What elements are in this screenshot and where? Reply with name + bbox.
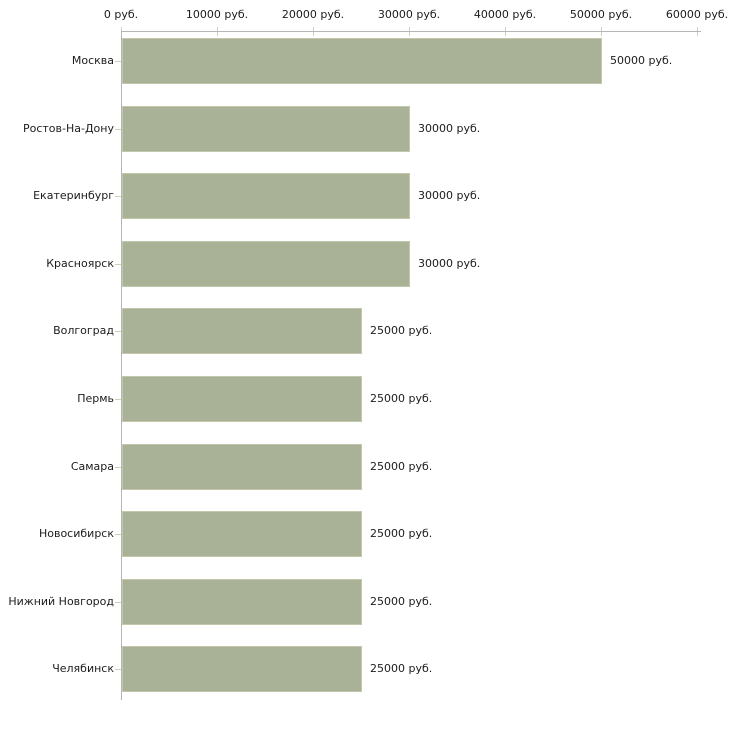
value-label: 25000 руб. [370, 594, 433, 608]
chart-row: Красноярск 30000 руб. [0, 240, 730, 287]
category-tick-mark [115, 601, 121, 603]
chart-row: Пермь 25000 руб. [0, 376, 730, 422]
x-axis-tick-label: 10000 руб. [185, 8, 249, 21]
category-label: Самара [70, 459, 114, 473]
bar [122, 38, 602, 84]
category-label: Челябинск [52, 662, 114, 676]
bar [122, 105, 410, 152]
bar [122, 308, 362, 355]
x-axis-tick-label: 30000 руб. [377, 8, 441, 21]
value-label: 25000 руб. [370, 662, 433, 676]
bar [122, 240, 410, 287]
y-axis-line [121, 31, 122, 700]
value-label: 25000 руб. [370, 324, 433, 338]
category-label: Москва [71, 54, 114, 67]
category-label: Нижний Новгород [8, 594, 114, 608]
category-label: Екатеринбург [33, 189, 114, 203]
value-label: 50000 руб. [610, 54, 673, 67]
bar [122, 443, 362, 490]
category-tick-mark [115, 669, 121, 671]
value-label: 25000 руб. [370, 527, 433, 541]
category-tick-mark [115, 128, 121, 130]
category-tick-mark [115, 263, 121, 265]
x-axis-tick-label: 40000 руб. [473, 8, 537, 21]
chart-row: Волгоград 25000 руб. [0, 308, 730, 355]
x-axis-tick-label: 50000 руб. [569, 8, 633, 21]
x-axis-tick-label: 60000 руб. [665, 8, 729, 21]
value-label: 30000 руб. [418, 189, 481, 203]
category-label: Ростов-На-Дону [22, 121, 114, 135]
category-tick-mark [115, 196, 121, 198]
value-label: 30000 руб. [418, 121, 481, 135]
chart-row: Ростов-На-Дону 30000 руб. [0, 105, 730, 152]
chart-row: Челябинск 25000 руб. [0, 646, 730, 693]
bar [122, 578, 362, 625]
category-label: Пермь [77, 392, 114, 405]
chart-row: Нижний Новгород 25000 руб. [0, 578, 730, 625]
x-axis-tick-label: 0 руб. [103, 8, 139, 21]
chart-row: Екатеринбург 30000 руб. [0, 173, 730, 220]
chart-row: Москва 50000 руб. [0, 38, 730, 84]
value-label: 30000 руб. [418, 256, 481, 270]
category-tick-mark [115, 466, 121, 468]
category-tick-mark [115, 61, 121, 62]
chart-row: Самара 25000 руб. [0, 443, 730, 490]
category-label: Волгоград [53, 324, 114, 338]
x-axis-tick-label: 20000 руб. [281, 8, 345, 21]
bar [122, 646, 362, 693]
bar [122, 376, 362, 422]
category-label: Красноярск [46, 256, 114, 270]
category-tick-mark [115, 399, 121, 400]
value-label: 25000 руб. [370, 459, 433, 473]
chart-row: Новосибирск 25000 руб. [0, 511, 730, 558]
x-axis-line [121, 31, 701, 32]
value-label: 25000 руб. [370, 392, 433, 405]
category-label: Новосибирск [38, 527, 114, 541]
category-tick-mark [115, 534, 121, 536]
bar [122, 173, 410, 220]
bar [122, 511, 362, 558]
category-tick-mark [115, 331, 121, 333]
